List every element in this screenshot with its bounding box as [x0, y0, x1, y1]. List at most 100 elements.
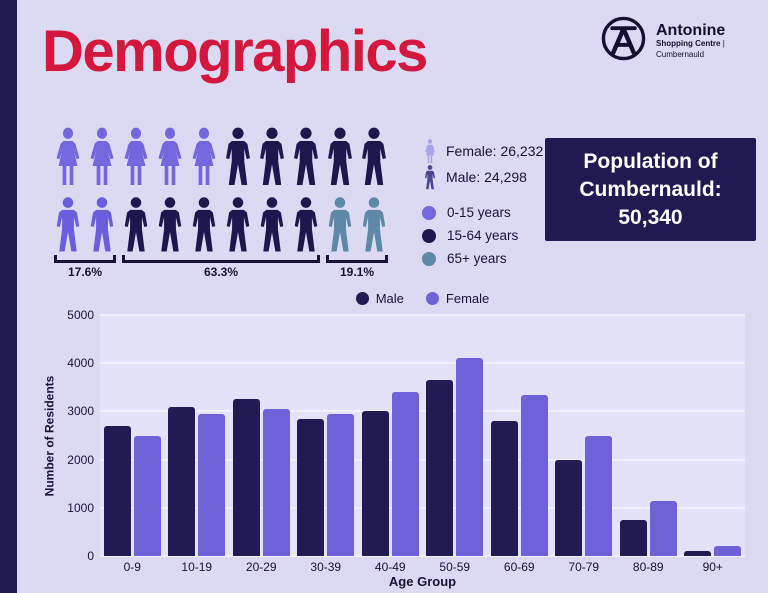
percentage-label: 63.3%	[203, 265, 239, 279]
x-tick-label: 20-29	[245, 560, 277, 574]
male-bar-30-39	[297, 418, 325, 556]
bar-group-10-19	[165, 315, 230, 556]
legend-dot-icon	[422, 205, 436, 220]
bar-chart-plot-area	[100, 314, 745, 557]
chart-legend: Male Female	[100, 291, 745, 306]
chart-legend-item: Male	[355, 291, 404, 306]
x-axis-title: Age Group	[388, 574, 457, 589]
gridline	[100, 458, 745, 461]
female-bar-50-59	[456, 358, 484, 556]
gender-totals-legend: Female: 26,232 Male: 24,298	[424, 138, 543, 190]
male-bar-50-59	[426, 380, 454, 556]
age-group-legend: 0-15 years 15-64 years 65+ years	[422, 201, 518, 270]
x-tick-label: 30-39	[310, 560, 342, 574]
female-bar-40-49	[391, 392, 419, 556]
male-total: Male: 24,298	[424, 164, 543, 190]
chart-legend-label: Male	[375, 291, 404, 306]
male-icon	[224, 126, 252, 188]
male-icon	[292, 126, 320, 188]
age-legend-label: 15-64 years	[447, 228, 519, 243]
female-bar-0-9	[133, 435, 161, 556]
x-axis-ticks: 0-9 10-19 20-29 30-39 40-49 50-59 60-69 70-79 80…	[100, 560, 745, 574]
y-tick-label: 3000	[67, 404, 94, 419]
female-bar-90+	[714, 546, 742, 556]
female-icon	[88, 126, 116, 188]
bar-group-70-79	[552, 315, 617, 556]
female-bar-80-89	[649, 500, 677, 556]
legend-dot-icon	[425, 292, 439, 305]
age-legend-item: 15-64 years	[422, 224, 518, 247]
female-bar-60-69	[520, 394, 548, 556]
male-bar-40-49	[361, 411, 389, 556]
x-tick-label: 90+	[702, 560, 723, 574]
logo-text: Antonine Shopping Centre | Cumbernauld	[656, 22, 768, 60]
female-bar-10-19	[198, 413, 226, 556]
bar-group-40-49	[358, 315, 423, 556]
circle-a-logo-icon	[600, 15, 647, 67]
x-tick-label: 10-19	[181, 560, 213, 574]
person-icon	[156, 197, 184, 253]
page-title: Demographics	[42, 19, 428, 84]
male-icon	[424, 165, 436, 190]
chart-legend-item: Female	[425, 291, 489, 306]
y-tick-label: 2000	[67, 452, 94, 467]
male-bar-60-69	[490, 421, 518, 556]
person-icon	[326, 197, 354, 253]
legend-dot-icon	[422, 251, 436, 266]
y-tick-label: 0	[87, 549, 94, 563]
male-bar-10-19	[168, 406, 196, 556]
male-bar-20-29	[232, 399, 260, 556]
population-box-line: Cumbernauld:	[579, 177, 722, 201]
male-icon	[326, 126, 354, 188]
population-box-line: Population of	[583, 149, 718, 173]
male-bar-90+	[684, 551, 712, 556]
y-tick-label: 4000	[67, 356, 94, 371]
male-icon	[258, 126, 286, 188]
female-icon	[156, 126, 184, 188]
x-tick-label: 80-89	[632, 560, 664, 574]
population-box-value: 50,340	[618, 206, 683, 230]
bar-group-0-9	[100, 315, 165, 556]
percentage-label: 17.6%	[67, 265, 103, 279]
female-icon	[122, 126, 150, 188]
male-bar-0-9	[103, 425, 131, 556]
logo-name: Antonine	[656, 21, 726, 39]
y-tick-label: 5000	[67, 308, 94, 322]
percentage-bracket	[326, 255, 388, 263]
age-legend-item: 65+ years	[422, 247, 518, 270]
female-bar-30-39	[327, 413, 355, 556]
age-legend-label: 65+ years	[447, 251, 507, 266]
person-icon	[190, 197, 218, 253]
bar-group-50-59	[423, 315, 488, 556]
person-icon	[122, 197, 150, 253]
percentage-label: 19.1%	[339, 265, 375, 279]
female-icon	[424, 139, 436, 164]
female-bar-20-29	[262, 409, 290, 556]
male-total-label: Male: 24,298	[446, 169, 527, 185]
male-icon	[360, 126, 388, 188]
x-tick-label: 40-49	[374, 560, 406, 574]
person-icon	[292, 197, 320, 253]
gridline	[100, 314, 745, 316]
antonine-logo: Antonine Shopping Centre | Cumbernauld	[600, 15, 768, 67]
person-icon	[224, 197, 252, 253]
female-icon	[190, 126, 218, 188]
percentage-bracket	[122, 255, 320, 263]
person-icon	[360, 197, 388, 253]
age-legend-label: 0-15 years	[447, 205, 511, 220]
gridline	[100, 555, 745, 557]
gridline	[100, 506, 745, 509]
person-icon	[88, 197, 116, 253]
y-axis-ticks: 0 1000 2000 3000 4000 5000	[52, 308, 94, 563]
age-pictogram-row	[54, 197, 388, 253]
female-icon	[54, 126, 82, 188]
population-box: Population of Cumbernauld: 50,340	[545, 138, 756, 241]
male-bar-70-79	[555, 459, 583, 556]
person-icon	[54, 197, 82, 253]
bar-group-30-39	[294, 315, 359, 556]
bar-group-60-69	[487, 315, 552, 556]
gridline	[100, 410, 745, 413]
gender-pictogram-row	[54, 126, 388, 188]
left-accent-strip	[0, 0, 17, 593]
y-tick-label: 1000	[67, 500, 94, 515]
